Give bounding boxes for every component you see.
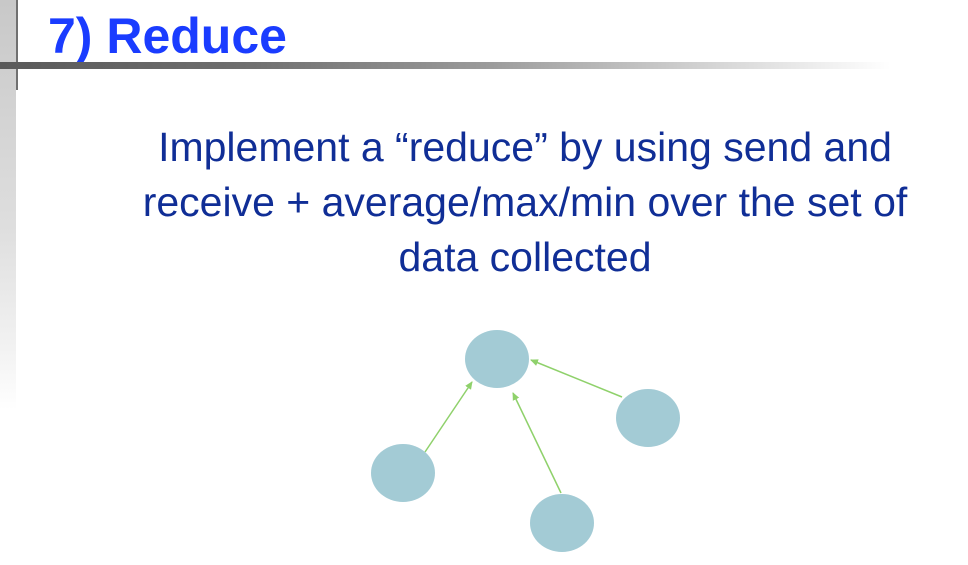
root-node: [465, 330, 529, 388]
slide-title: 7) Reduce: [48, 8, 287, 64]
bottom-node: [530, 494, 594, 552]
edge-left-to-root: [424, 381, 473, 453]
body-line-1: Implement a “reduce” by using send and: [158, 124, 892, 170]
edge-right-to-root: [530, 359, 623, 398]
left-decorative-bar: [0, 0, 16, 410]
edge-bottom-to-root: [512, 392, 562, 494]
body-line-3: data collected: [398, 234, 652, 280]
left-node: [371, 444, 435, 502]
title-underline-rule: [0, 62, 968, 69]
right-node: [616, 389, 680, 447]
body-line-2: receive + average/max/min over the set o…: [142, 179, 908, 225]
slide-body-text: Implement a “reduce” by using send and r…: [70, 120, 968, 285]
left-accent-line: [16, 0, 18, 90]
